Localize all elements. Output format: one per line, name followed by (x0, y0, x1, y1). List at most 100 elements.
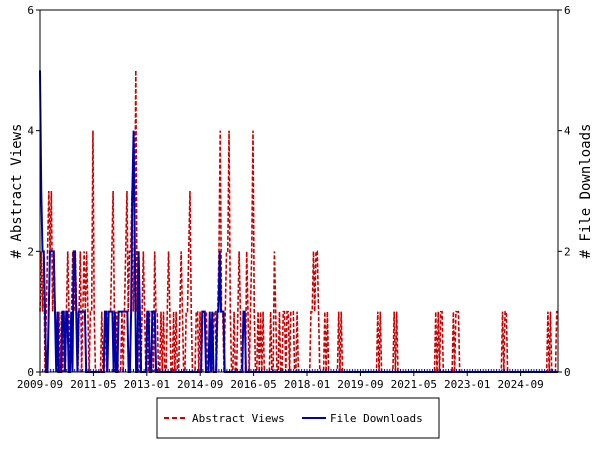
data-point-abstract-views (556, 311, 557, 312)
data-point-abstract-views (279, 311, 280, 312)
data-point-abstract-views (142, 311, 143, 312)
legend-label-abstract-views: Abstract Views (192, 412, 285, 425)
data-point-abstract-views (311, 311, 312, 312)
data-point-abstract-views (435, 311, 436, 312)
data-point-file-downloads (50, 251, 51, 252)
data-point-file-downloads (108, 311, 109, 312)
data-point-file-downloads (222, 311, 223, 312)
x-tick-label: 2023-01 (444, 378, 490, 391)
x-tick-label: 2013-01 (124, 378, 170, 391)
x-tick-label: 2016-05 (230, 378, 276, 391)
data-point-file-downloads (85, 311, 86, 312)
data-point-abstract-views (230, 311, 231, 312)
data-point-abstract-views (196, 311, 197, 312)
x-tick-label: 2014-09 (177, 378, 223, 391)
data-point-file-downloads (66, 311, 67, 312)
data-point-abstract-views (84, 251, 85, 252)
data-point-abstract-views (297, 311, 298, 312)
data-point-abstract-views (47, 251, 48, 252)
data-point-file-downloads (62, 311, 63, 312)
data-point-file-downloads (212, 311, 213, 312)
data-point-abstract-views (394, 311, 395, 312)
data-point-abstract-views (318, 311, 319, 312)
x-tick-label: 2009-09 (17, 378, 63, 391)
data-point-abstract-views (260, 311, 261, 312)
data-point-abstract-views (227, 251, 228, 252)
data-point-file-downloads (148, 311, 149, 312)
data-point-abstract-views (225, 311, 226, 312)
data-point-abstract-views (317, 251, 318, 252)
data-point-abstract-views (270, 311, 271, 312)
data-point-abstract-views (143, 251, 144, 252)
data-point-abstract-views (246, 251, 247, 252)
data-point-abstract-views (316, 251, 317, 252)
data-point-abstract-views (42, 311, 43, 312)
data-point-abstract-views (506, 311, 507, 312)
y2-axis: 0 2 4 6 (558, 4, 571, 379)
data-point-file-downloads (244, 311, 245, 312)
data-point-abstract-views (168, 251, 169, 252)
data-point-abstract-views (253, 130, 254, 131)
x-tick-label: 2024-09 (497, 378, 543, 391)
data-point-abstract-views (151, 311, 152, 312)
data-point-file-downloads (114, 311, 115, 312)
legend-box (156, 397, 440, 439)
data-point-abstract-views (251, 251, 252, 252)
data-point-abstract-views (220, 130, 221, 131)
legend: Abstract Views File Downloads (156, 397, 440, 439)
data-point-file-downloads (75, 251, 76, 252)
data-point-abstract-views (186, 311, 187, 312)
data-point-abstract-views (250, 311, 251, 312)
data-point-abstract-views (135, 70, 136, 71)
data-point-abstract-views (200, 311, 201, 312)
data-point-file-downloads (218, 311, 219, 312)
data-point-abstract-views (46, 311, 47, 312)
data-point-abstract-views (157, 311, 158, 312)
data-point-abstract-views (226, 251, 227, 252)
x-axis: 2009-09 2011-05 2013-01 2014-09 2016-05 2018-… (17, 369, 559, 391)
y-axis: 0 2 4 6 (27, 4, 40, 379)
data-point-abstract-views (327, 311, 328, 312)
data-point-abstract-views (167, 311, 168, 312)
data-point-file-downloads (122, 311, 123, 312)
y-tick-label: 2 (27, 245, 34, 258)
data-point-file-downloads (51, 251, 52, 252)
data-point-file-downloads (105, 311, 106, 312)
data-point-file-downloads (48, 311, 49, 312)
data-point-abstract-views (144, 311, 145, 312)
data-point-file-downloads (81, 311, 82, 312)
data-point-file-downloads (111, 311, 112, 312)
data-point-abstract-views (214, 311, 215, 312)
data-point-abstract-views (111, 251, 112, 252)
data-point-abstract-views (550, 311, 551, 312)
data-point-abstract-views (275, 311, 276, 312)
y-tick-label: 4 (27, 125, 34, 138)
data-point-abstract-views (190, 191, 191, 192)
y2-axis-title: # File Downloads (578, 124, 594, 259)
data-point-file-downloads (219, 251, 220, 252)
data-point-abstract-views (237, 311, 238, 312)
data-point-abstract-views (396, 311, 397, 312)
data-point-file-downloads (209, 311, 210, 312)
data-point-file-downloads (106, 311, 107, 312)
data-point-abstract-views (239, 251, 240, 252)
data-point-abstract-views (90, 311, 91, 312)
data-point-file-downloads (138, 251, 139, 252)
data-point-abstract-views (67, 251, 68, 252)
data-point-file-downloads (55, 311, 56, 312)
data-point-abstract-views (548, 311, 549, 312)
data-point-abstract-views (52, 311, 53, 312)
data-point-file-downloads (124, 311, 125, 312)
data-point-file-downloads (123, 311, 124, 312)
data-point-abstract-views (283, 311, 284, 312)
data-point-abstract-views (313, 251, 314, 252)
data-point-abstract-views (215, 311, 216, 312)
data-point-abstract-views (187, 311, 188, 312)
data-point-abstract-views (127, 191, 128, 192)
data-point-file-downloads (131, 311, 132, 312)
plot-frame (39, 9, 559, 373)
data-point-file-downloads (202, 311, 203, 312)
data-point-abstract-views (288, 311, 289, 312)
data-point-file-downloads (110, 311, 111, 312)
